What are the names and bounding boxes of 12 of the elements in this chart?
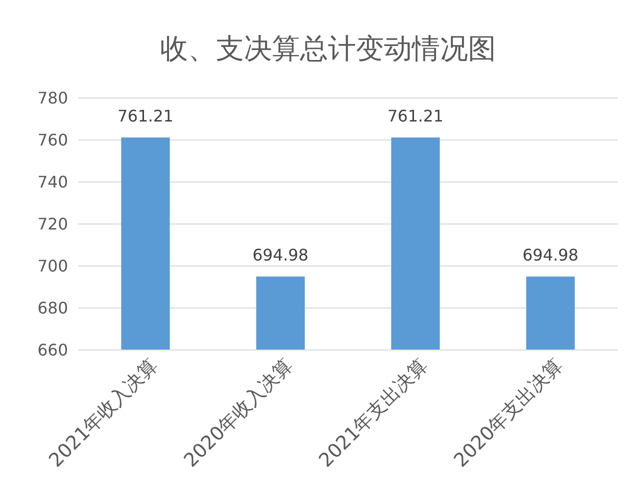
data-label: 694.98 (522, 246, 578, 265)
data-label: 761.21 (118, 106, 174, 126)
data-label: 761.21 (388, 106, 444, 126)
data-label: 694.98 (252, 246, 308, 265)
chart-title: 收、支决算总计变动情况图 (160, 32, 496, 65)
y-tick-label: 740 (37, 172, 68, 192)
y-tick-label: 660 (37, 340, 68, 360)
y-tick-label: 760 (37, 130, 68, 150)
y-tick-label: 780 (37, 88, 68, 108)
y-tick-label: 720 (37, 214, 68, 234)
y-tick-label: 680 (37, 298, 68, 318)
y-tick-label: 700 (37, 256, 68, 276)
